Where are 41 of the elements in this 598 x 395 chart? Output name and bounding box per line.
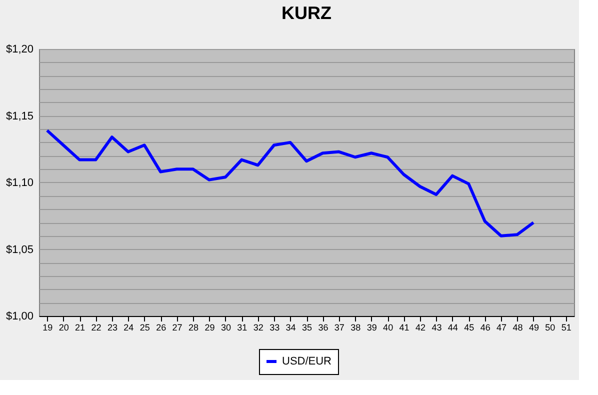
x-tick-label: 38 [350, 322, 361, 332]
x-tick-label: 40 [383, 322, 394, 332]
x-tick-label: 36 [318, 322, 328, 332]
x-tick-label: 50 [545, 322, 556, 332]
x-tick-label: 44 [448, 322, 458, 332]
x-tick-label: 22 [91, 322, 102, 332]
x-tick-label: 23 [107, 322, 118, 332]
x-tick-label: 42 [415, 322, 426, 332]
x-tick-label: 19 [42, 322, 53, 332]
x-tick-label: 46 [480, 322, 490, 332]
y-tick-label: $1,20 [6, 44, 34, 56]
y-tick-label: $1,10 [6, 177, 34, 189]
chart-title: KURZ [282, 3, 332, 23]
x-tick-label: 35 [302, 322, 312, 332]
line-series [46, 128, 535, 238]
x-tick-label: 41 [399, 322, 410, 332]
x-tick-label: 39 [366, 322, 377, 332]
legend-label: USD/EUR [282, 356, 332, 368]
x-tick-label: 28 [188, 322, 199, 332]
x-tick-label: 32 [253, 322, 264, 332]
x-tick-label: 48 [512, 322, 523, 332]
x-tick-label: 45 [464, 322, 474, 332]
x-tick-label: 31 [237, 322, 248, 332]
y-tick-label: $1,00 [6, 310, 34, 322]
x-tick-label: 21 [75, 322, 86, 332]
y-tick-label: $1,05 [6, 244, 34, 256]
x-tick-label: 26 [156, 322, 166, 332]
x-tick-label: 43 [432, 322, 442, 332]
x-tick-label: 37 [334, 322, 344, 332]
x-tick-label: 49 [528, 322, 539, 332]
x-tick-label: 51 [561, 322, 572, 332]
x-tick-label: 25 [140, 322, 150, 332]
x-tick-label: 20 [58, 322, 69, 332]
x-tick-label: 47 [496, 322, 507, 332]
x-tick-label: 30 [220, 322, 231, 332]
x-tick-label: 34 [286, 322, 296, 332]
x-tick-label: 24 [124, 322, 134, 332]
x-tick-label: 29 [204, 322, 215, 332]
x-tick-label: 27 [172, 322, 182, 332]
y-tick-label: $1,15 [6, 110, 34, 122]
x-tick-label: 33 [270, 322, 280, 332]
